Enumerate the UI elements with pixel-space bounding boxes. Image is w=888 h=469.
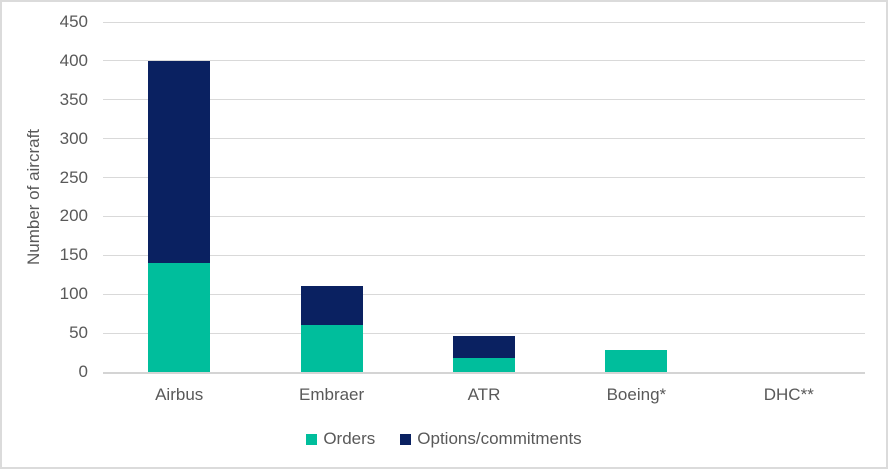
- y-gridline-100: [103, 293, 865, 295]
- x-label-atr: ATR: [467, 385, 501, 404]
- y-gridline-450: [103, 21, 865, 23]
- y-tick-label-350: 350: [59, 89, 88, 109]
- legend-label-orders: Orders: [323, 429, 376, 448]
- y-tick-label-100: 100: [59, 284, 88, 304]
- y-gridline-50: [103, 332, 865, 334]
- bar-embraer-options-commitments: [300, 286, 363, 326]
- y-gridline-350: [103, 99, 865, 101]
- bar-airbus-options-commitments: [148, 60, 211, 264]
- y-tick-label-300: 300: [59, 128, 88, 148]
- bar-embraer-orders: [300, 325, 363, 372]
- x-label-dhc: DHC**: [763, 385, 814, 404]
- legend-item-options-commitments: Options/commitments: [400, 429, 582, 449]
- y-tick-label-50: 50: [69, 323, 88, 343]
- x-label-embraer: Embraer: [298, 385, 365, 404]
- y-tick-label-400: 400: [59, 50, 88, 70]
- y-gridline-400: [103, 60, 865, 62]
- y-gridline-150: [103, 254, 865, 256]
- y-gridline-250: [103, 177, 865, 179]
- bar-atr-options-commitments: [453, 336, 515, 358]
- x-label-boeing: Boeing*: [606, 385, 667, 404]
- x-axis-line: [103, 372, 865, 374]
- legend: Orders Options/commitments: [2, 429, 886, 449]
- bar-boeing-orders: [605, 350, 668, 372]
- y-tick-label-450: 450: [59, 12, 88, 31]
- y-tick-label-150: 150: [59, 245, 88, 265]
- y-tick-label-250: 250: [59, 167, 88, 187]
- bar-atr-orders: [453, 358, 515, 372]
- legend-item-orders: Orders: [306, 429, 375, 449]
- y-tick-label-0: 0: [78, 362, 88, 381]
- x-label-airbus: Airbus: [155, 385, 204, 404]
- bar-airbus-orders: [148, 263, 211, 372]
- legend-label-options-commitments: Options/commitments: [417, 429, 582, 448]
- y-tick-label-200: 200: [59, 206, 88, 226]
- y-gridline-200: [103, 215, 865, 217]
- legend-swatch-options-commitments: [400, 433, 412, 445]
- legend-swatch-orders: [306, 433, 318, 445]
- y-gridline-300: [103, 138, 865, 140]
